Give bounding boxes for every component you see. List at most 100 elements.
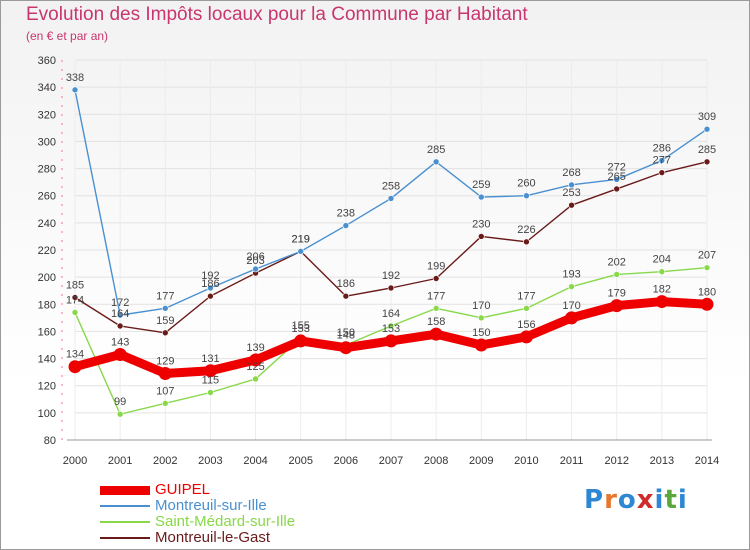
- data-point-guipel: [429, 327, 443, 341]
- data-point-saint-medard-sur-ille: [71, 309, 79, 316]
- data-point-saint-medard-sur-ille: [658, 268, 666, 276]
- y-tick-label: 180: [38, 299, 56, 311]
- data-point-montreuil-sur-ille: [658, 157, 666, 164]
- y-tick-label: 200: [38, 272, 56, 284]
- x-tick-label: 2010: [514, 455, 538, 467]
- data-label: 107: [156, 385, 174, 397]
- chart-subtitle: (en € et par an): [26, 29, 109, 43]
- data-point-montreuil-sur-ille: [613, 176, 621, 183]
- data-point-saint-medard-sur-ille: [523, 305, 530, 312]
- data-point-montreuil-le-gast: [613, 185, 621, 193]
- axes: [61, 60, 712, 441]
- y-tick-label: 220: [38, 245, 56, 257]
- data-label: 193: [562, 269, 580, 281]
- data-point-guipel: [565, 311, 579, 325]
- data-point-montreuil-le-gast: [477, 233, 485, 240]
- y-tick-label: 80: [44, 435, 56, 447]
- data-label: 203: [246, 255, 264, 267]
- data-point-montreuil-sur-ille: [477, 193, 485, 201]
- data-label: 192: [382, 270, 400, 282]
- y-tick-label: 340: [38, 82, 56, 94]
- x-tick-label: 2008: [424, 455, 448, 467]
- data-point-montreuil-sur-ille: [297, 248, 305, 255]
- legend-swatch: [100, 485, 150, 495]
- data-point-montreuil-sur-ille: [116, 311, 124, 319]
- data-label: 338: [66, 72, 84, 84]
- data-point-montreuil-sur-ille: [568, 181, 575, 189]
- data-label: 285: [698, 144, 716, 156]
- chart-title: Evolution des Impôts locaux pour la Comm…: [26, 4, 528, 25]
- data-point-montreuil-sur-ille: [432, 158, 440, 166]
- legend-swatch: [100, 505, 150, 507]
- data-label: 285: [427, 144, 445, 156]
- y-tick-label: 280: [38, 164, 56, 176]
- data-label: 309: [698, 111, 716, 123]
- brand-letter: r: [604, 485, 618, 515]
- y-axis-ticks: 80 100 120 140 160 180 200 220 240 260 280 300 320 34…: [38, 55, 56, 447]
- data-point-guipel: [113, 348, 127, 361]
- data-point-montreuil-sur-ille: [342, 222, 350, 229]
- data-label: 260: [517, 178, 535, 190]
- line-chart: 80 100 120 140 160 180 200 220 240 260 280 300 320 34…: [38, 55, 720, 467]
- data-point-saint-medard-sur-ille: [161, 400, 169, 407]
- data-point-guipel: [249, 353, 263, 367]
- x-tick-label: 2014: [695, 455, 719, 467]
- data-point-saint-medard-sur-ille: [207, 389, 214, 396]
- brand-letter: P: [584, 485, 605, 515]
- data-point-montreuil-le-gast: [161, 329, 169, 337]
- data-label: 153: [292, 323, 310, 335]
- data-point-guipel: [158, 367, 172, 380]
- data-point-guipel: [610, 299, 624, 313]
- data-label: 99: [114, 396, 126, 408]
- legend-label: Saint-Médard-sur-Ille: [155, 513, 296, 530]
- data-point-saint-medard-sur-ille: [387, 322, 395, 330]
- data-label: 226: [517, 224, 535, 236]
- data-label: 131: [201, 353, 219, 365]
- data-point-montreuil-sur-ille: [387, 195, 395, 202]
- grid-lines: [74, 59, 708, 441]
- data-point-saint-medard-sur-ille: [432, 305, 440, 312]
- data-label: 253: [562, 187, 580, 199]
- data-point-montreuil-le-gast: [432, 275, 440, 282]
- data-point-montreuil-le-gast: [116, 322, 124, 330]
- data-label: 148: [337, 330, 355, 342]
- data-label: 177: [427, 290, 445, 302]
- x-tick-label: 2004: [243, 455, 267, 467]
- x-tick-label: 2009: [469, 455, 493, 467]
- y-tick-label: 260: [38, 191, 56, 203]
- data-label: 179: [608, 288, 626, 300]
- data-label: 182: [653, 284, 671, 296]
- data-point-montreuil-le-gast: [523, 238, 530, 246]
- data-point-montreuil-le-gast: [703, 158, 711, 166]
- data-label: 238: [337, 208, 355, 220]
- data-label: 258: [382, 180, 400, 192]
- data-label: 172: [111, 297, 129, 309]
- x-axis-ticks: 2000 2001 2002 2003 2004 2005 2006 2007 2008 2009…: [63, 455, 719, 467]
- data-point-saint-medard-sur-ille: [703, 264, 711, 271]
- legend-label: GUIPEL: [155, 481, 211, 498]
- data-labels: 134 143 129 131 139 153 148 153 158 150 156 170 179 1…: [66, 72, 716, 408]
- data-point-montreuil-sur-ille: [523, 192, 530, 200]
- data-label: 156: [517, 319, 535, 331]
- x-tick-label: 2007: [379, 455, 403, 467]
- data-point-guipel: [700, 297, 714, 311]
- data-point-montreuil-le-gast: [387, 284, 395, 292]
- data-point-guipel: [68, 360, 82, 374]
- y-tick-label: 120: [38, 381, 56, 393]
- data-point-montreuil-sur-ille: [207, 284, 214, 292]
- y-tick-label: 160: [38, 326, 56, 338]
- data-label: 185: [66, 280, 84, 292]
- y-tick-label: 320: [38, 109, 56, 121]
- data-label: 139: [246, 342, 264, 354]
- brand-letter: i: [677, 485, 688, 515]
- data-label: 177: [156, 290, 174, 302]
- data-point-montreuil-sur-ille: [161, 305, 169, 312]
- legend-swatch: [100, 521, 150, 523]
- data-label: 186: [201, 278, 219, 290]
- data-point-guipel: [294, 334, 308, 348]
- series-group: [68, 86, 714, 418]
- x-tick-label: 2003: [198, 455, 222, 467]
- brand-letter: o: [617, 485, 637, 515]
- data-label: 186: [337, 278, 355, 290]
